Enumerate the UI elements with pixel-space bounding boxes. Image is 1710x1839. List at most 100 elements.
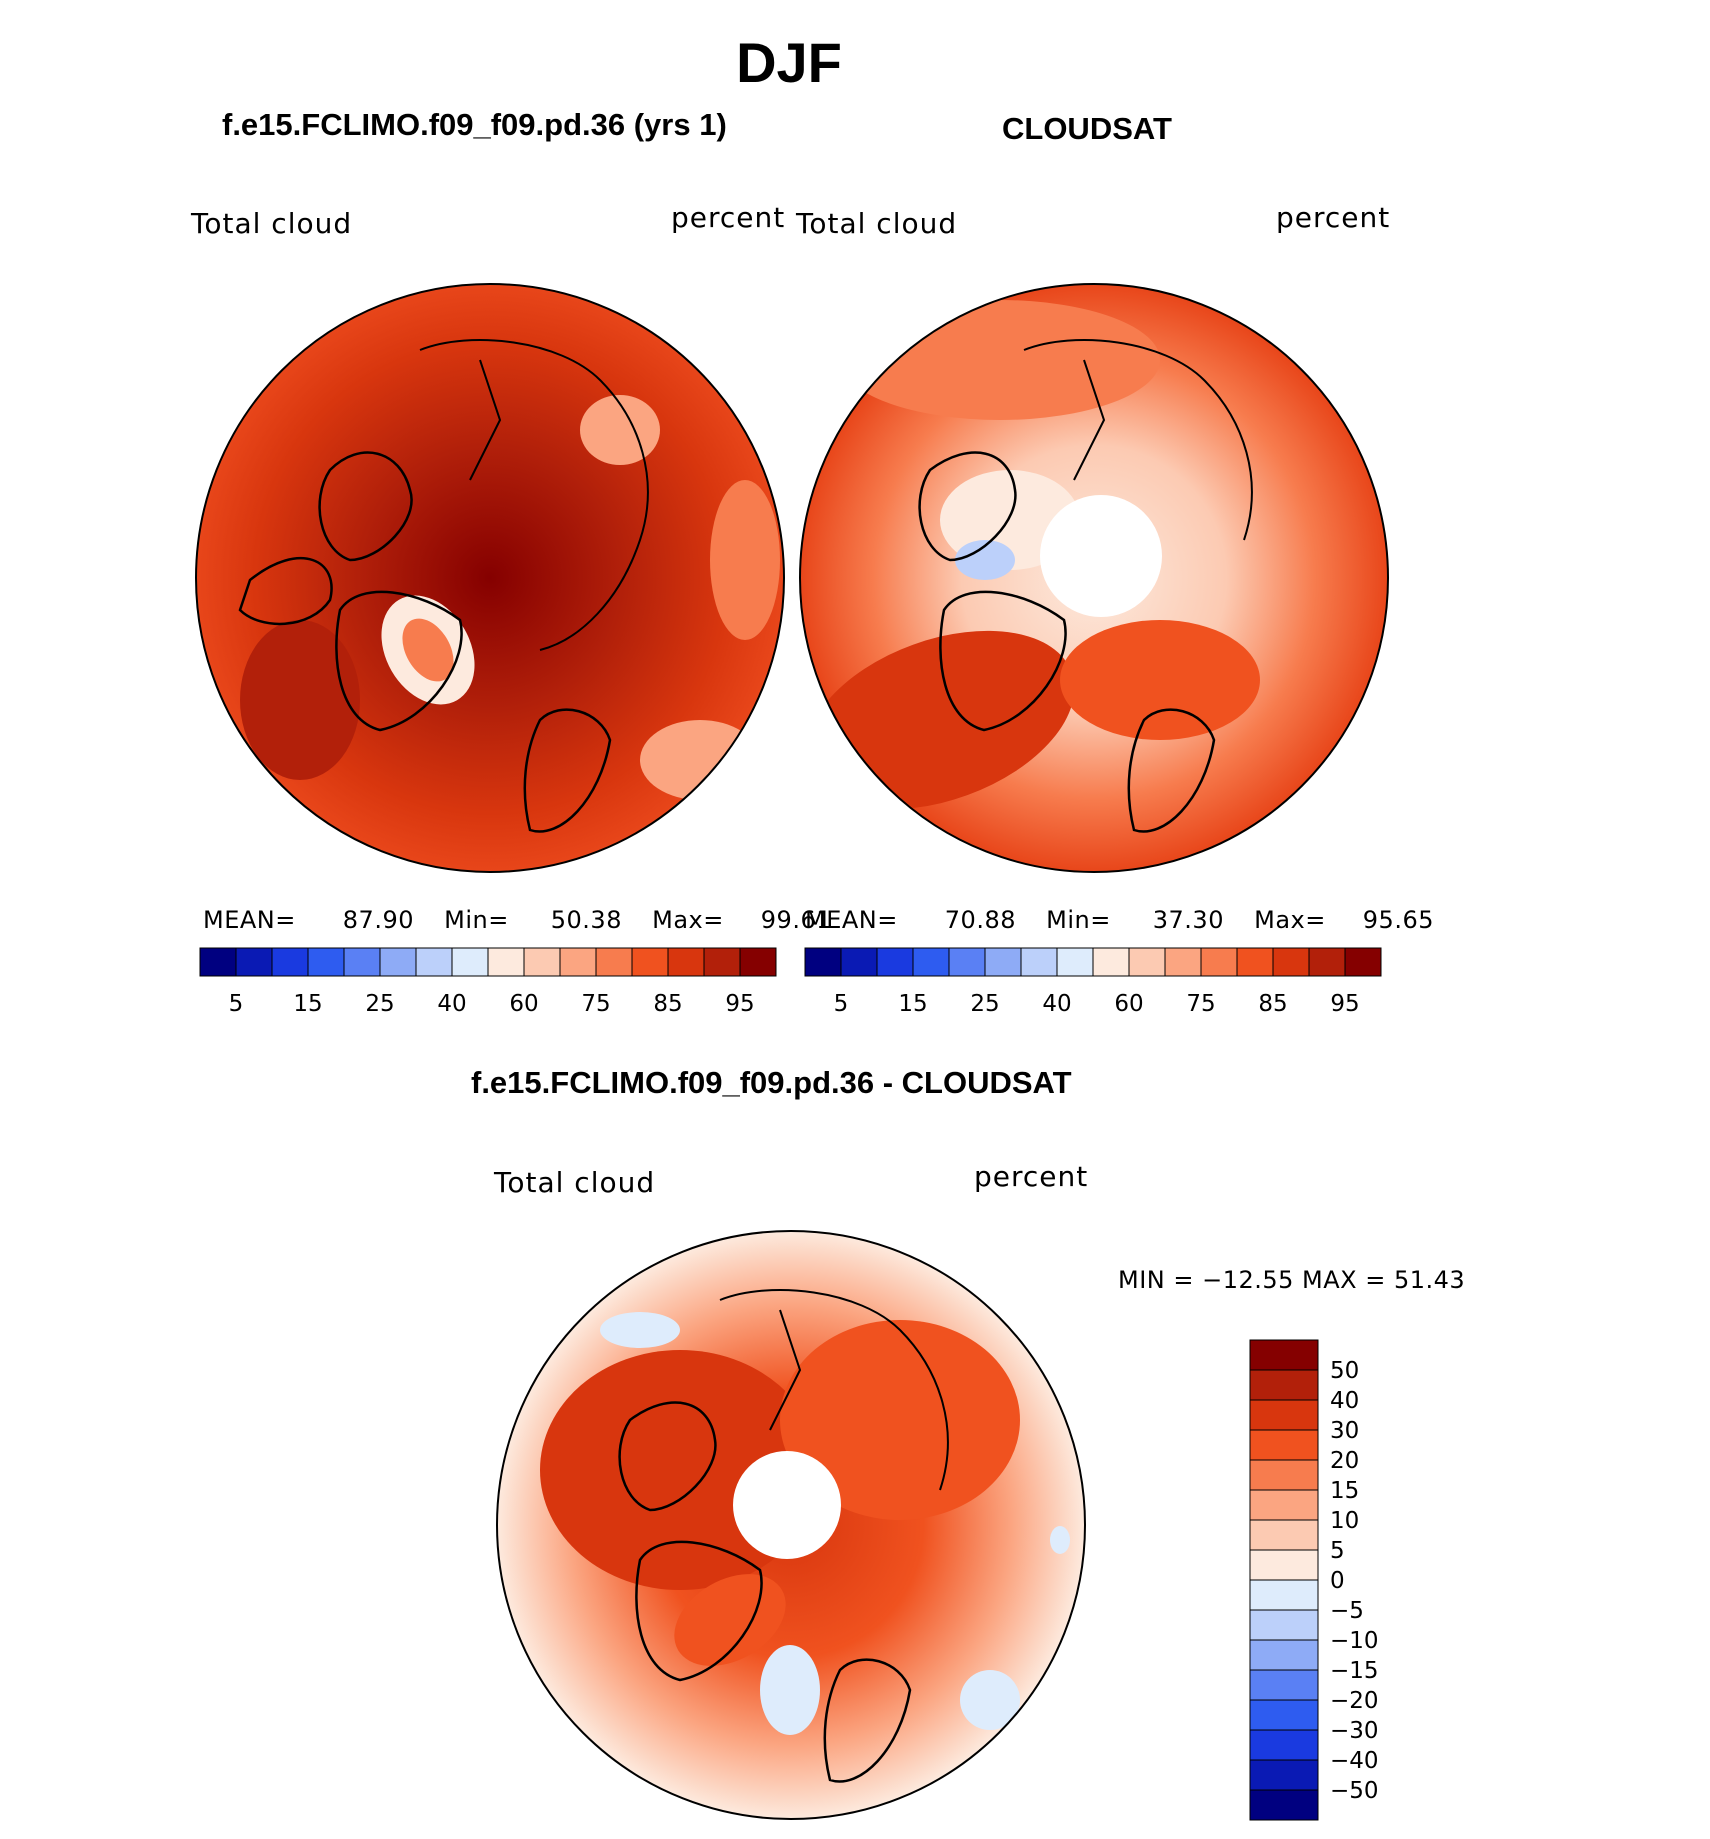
panel-2-mean: 70.88: [944, 906, 1016, 934]
obs-colorbar-tick-label: 40: [1042, 991, 1071, 1017]
model-colorbar-swatch: [631, 947, 669, 977]
model-pacific-patch: [710, 480, 780, 640]
diff-colorbar-swatch: [1249, 1669, 1319, 1701]
diff-colorbar-swatch: [1249, 1429, 1319, 1461]
model-colorbar-swatch: [559, 947, 597, 977]
main-title: DJF: [736, 31, 842, 94]
diff-colorbar-swatch: [1249, 1729, 1319, 1761]
diff-colorbar-tick-label: −10: [1330, 1628, 1379, 1654]
model-colorbar-swatch: [343, 947, 381, 977]
panel-2-max-label: Max=: [1254, 906, 1326, 934]
obs-colorbar-swatch: [1020, 947, 1058, 977]
obs-map-border: [799, 283, 1389, 873]
diff-colorbar-swatch: [1249, 1399, 1319, 1431]
model-colorbar-tick-label: 60: [509, 991, 538, 1017]
obs-colorbar-tick-label: 60: [1114, 991, 1143, 1017]
diff-colorbar-tick-label: 50: [1330, 1358, 1359, 1384]
panel-2-variable-label: Total cloud: [796, 207, 958, 240]
diff-panel-title: f.e15.FCLIMO.f09_f09.pd.36 - CLOUDSAT: [471, 1065, 1072, 1100]
obs-colorbar-swatch: [1272, 947, 1310, 977]
obs-colorbar-swatch: [1308, 947, 1346, 977]
diff-colorbar-tick-label: 5: [1330, 1538, 1345, 1564]
diff-greenland-positive: [674, 1574, 786, 1666]
diff-variable-label: Total cloud: [494, 1166, 656, 1199]
panel-1-units-label: percent: [671, 201, 786, 234]
diff-map: [496, 1230, 1086, 1820]
diff-colorbar-tick-label: −40: [1330, 1748, 1379, 1774]
panel-1-min-label: Min=: [444, 906, 509, 934]
model-atlantic-edge: [640, 720, 760, 800]
obs-coast-greenland: [939, 590, 1067, 732]
obs-colorbar-swatch: [1200, 947, 1238, 977]
model-coast-siberia: [419, 339, 649, 651]
diff-atlantic-negative: [760, 1645, 820, 1735]
obs-colorbar-swatch: [984, 947, 1022, 977]
model-colorbar-swatch: [451, 947, 489, 977]
model-colorbar-swatch: [271, 947, 309, 977]
panel-2-max: 95.65: [1362, 906, 1434, 934]
diff-colorbar-swatch: [1249, 1759, 1319, 1791]
diff-colorbar-swatch: [1249, 1549, 1319, 1581]
obs-colorbar-swatch: [912, 947, 950, 977]
obs-colorbar-swatch: [948, 947, 986, 977]
diff-colorbar-tick-label: 15: [1330, 1478, 1359, 1504]
model-coast-scandinavia: [523, 708, 612, 833]
obs-colorbar-swatch: [1056, 947, 1094, 977]
panel-1-min: 50.38: [550, 906, 622, 934]
obs-colorbar-tick-label: 25: [970, 991, 999, 1017]
diff-colorbar-swatch: [1249, 1339, 1319, 1371]
model-colorbar-tick-label: 40: [437, 991, 466, 1017]
diff-colorbar-tick-label: 40: [1330, 1388, 1359, 1414]
model-colorbar-swatch: [415, 947, 453, 977]
model-greenland-inner: [402, 618, 454, 682]
diff-europe-negative: [960, 1670, 1020, 1730]
model-colorbar-swatch: [379, 947, 417, 977]
obs-colorbar-swatch: [1092, 947, 1130, 977]
diff-colorbar-swatch: [1249, 1789, 1319, 1821]
obs-colorbar-tick-label: 75: [1186, 991, 1215, 1017]
diff-colorbar-tick-label: 30: [1330, 1418, 1359, 1444]
model-colorbar-tick-label: 85: [653, 991, 682, 1017]
diff-colorbar-swatch: [1249, 1489, 1319, 1521]
obs-coast-scandinavia: [1127, 708, 1216, 833]
model-colorbar-swatch: [487, 947, 525, 977]
diff-coast-1: [618, 1401, 717, 1512]
diff-coast-greenland: [635, 1540, 763, 1682]
diff-coast-scandinavia: [823, 1658, 912, 1783]
panel-1-stats: MEAN= 87.90 Min= 50.38 Max= 99.61: [203, 906, 832, 934]
obs-colorbar-swatch: [804, 947, 842, 977]
obs-colorbar-tick-label: 15: [898, 991, 927, 1017]
diff-colorbar-swatch: [1249, 1699, 1319, 1731]
panel-2-min-label: Min=: [1046, 906, 1111, 934]
panel-2-title: CLOUDSAT: [1002, 111, 1172, 146]
panel-1-mean-label: MEAN=: [203, 906, 296, 934]
panel-1-mean: 87.90: [342, 906, 414, 934]
diff-colorbar-tick-label: −15: [1330, 1658, 1379, 1684]
model-coast-greenland: [335, 590, 463, 732]
model-map-border: [195, 283, 785, 873]
obs-colorbar-tick-label: 5: [834, 991, 849, 1017]
diff-min-max: MIN = −12.55 MAX = 51.43: [1118, 1266, 1466, 1294]
model-colorbar-tick-label: 25: [365, 991, 394, 1017]
obs-colorbar-swatch: [840, 947, 878, 977]
diff-colorbar-swatch: [1249, 1519, 1319, 1551]
obs-siberia-blue: [1335, 335, 1385, 425]
panel-2-mean-label: MEAN=: [805, 906, 898, 934]
obs-atlantic-cloud: [805, 630, 1075, 810]
diff-polar-gap: [733, 1451, 841, 1559]
diff-colorbar-tick-label: 10: [1330, 1508, 1359, 1534]
model-colorbar-swatch: [667, 947, 705, 977]
model-colorbar: 5 15 25 40 60 75 85 95: [199, 947, 777, 1017]
model-colorbar-tick-label: 95: [725, 991, 754, 1017]
diff-colorbar-swatch: [1249, 1639, 1319, 1671]
model-coast-canada: [238, 556, 333, 626]
model-colorbar-tick-label: 75: [581, 991, 610, 1017]
panel-1-max: 99.61: [760, 906, 832, 934]
obs-polar-gap: [1040, 495, 1162, 617]
obs-map: [799, 283, 1389, 873]
diff-colorbar-tick-label: −20: [1330, 1688, 1379, 1714]
model-map-features: [238, 339, 780, 833]
model-atlantic-dark: [240, 620, 360, 780]
obs-colorbar-swatch: [1344, 947, 1382, 977]
